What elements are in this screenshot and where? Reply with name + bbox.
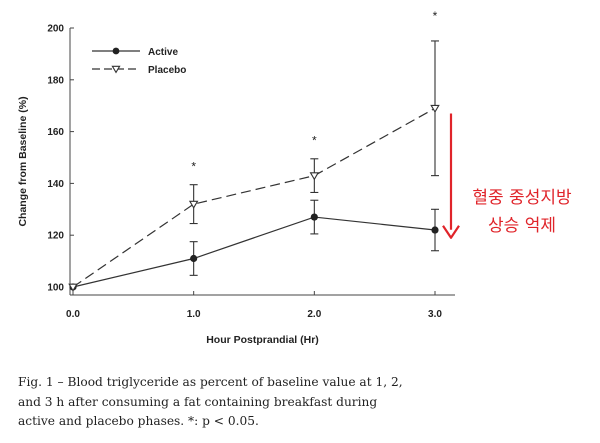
active-line (72, 216, 436, 288)
figure-caption: Fig. 1 – Blood triglyceride as percent o… (18, 373, 478, 432)
placebo-marker (111, 65, 121, 74)
placebo-marker (188, 200, 199, 209)
y-tick-label: 120 (47, 231, 64, 242)
significance-star: * (433, 9, 438, 23)
chart-axes (69, 27, 455, 296)
active-marker (190, 254, 198, 263)
caption-line-2: and 3 h after consuming a fat containing… (18, 394, 378, 409)
series-layer: * * * (68, 9, 440, 292)
legend-placebo-label: Placebo (148, 65, 186, 76)
placebo-marker (309, 172, 320, 181)
x-axis-title: Hour Postprandial (Hr) (206, 334, 319, 346)
annotation-line-1: 혈중 중성지방 (472, 188, 572, 208)
active-marker (431, 226, 439, 234)
y-tick-label: 200 (47, 24, 64, 35)
annotation-line-2: 상승 억제 (488, 216, 556, 236)
x-tick-label: 3.0 (428, 309, 442, 320)
x-tick-label: 2.0 (307, 309, 321, 320)
x-tick-label: 1.0 (187, 309, 201, 320)
legend-active-label: Active (148, 47, 178, 58)
active-series (69, 199, 439, 291)
x-tick-label: 0.0 (66, 309, 80, 320)
chart-legend: Active Placebo (92, 47, 186, 76)
triglyceride-line-chart: 100 120 140 160 180 200 0.0 1.0 2.0 3.0 Hour Postp… (17, 9, 572, 347)
placebo-series (68, 40, 440, 292)
placebo-line (72, 107, 436, 288)
placebo-marker (430, 104, 440, 113)
y-axis-title: Change from Baseline (%) (17, 96, 29, 226)
y-tick-label: 100 (47, 283, 64, 294)
y-tick-label: 160 (47, 127, 64, 138)
y-tick-label: 180 (47, 75, 64, 86)
significance-star: * (191, 159, 196, 173)
annotation-arrow-head (442, 225, 460, 239)
caption-line-1: Fig. 1 – Blood triglyceride as percent o… (18, 375, 403, 389)
y-tick-label: 140 (47, 179, 64, 190)
legend-active-marker (112, 47, 120, 55)
active-marker (310, 213, 318, 221)
caption-line-3: active and placebo phases. *: p < 0.05. (18, 414, 259, 428)
significance-star: * (312, 134, 317, 148)
placebo-marker (68, 283, 78, 292)
tick-labels: 100 120 140 160 180 200 0.0 1.0 2.0 3.0 Hour Postp… (17, 24, 442, 347)
